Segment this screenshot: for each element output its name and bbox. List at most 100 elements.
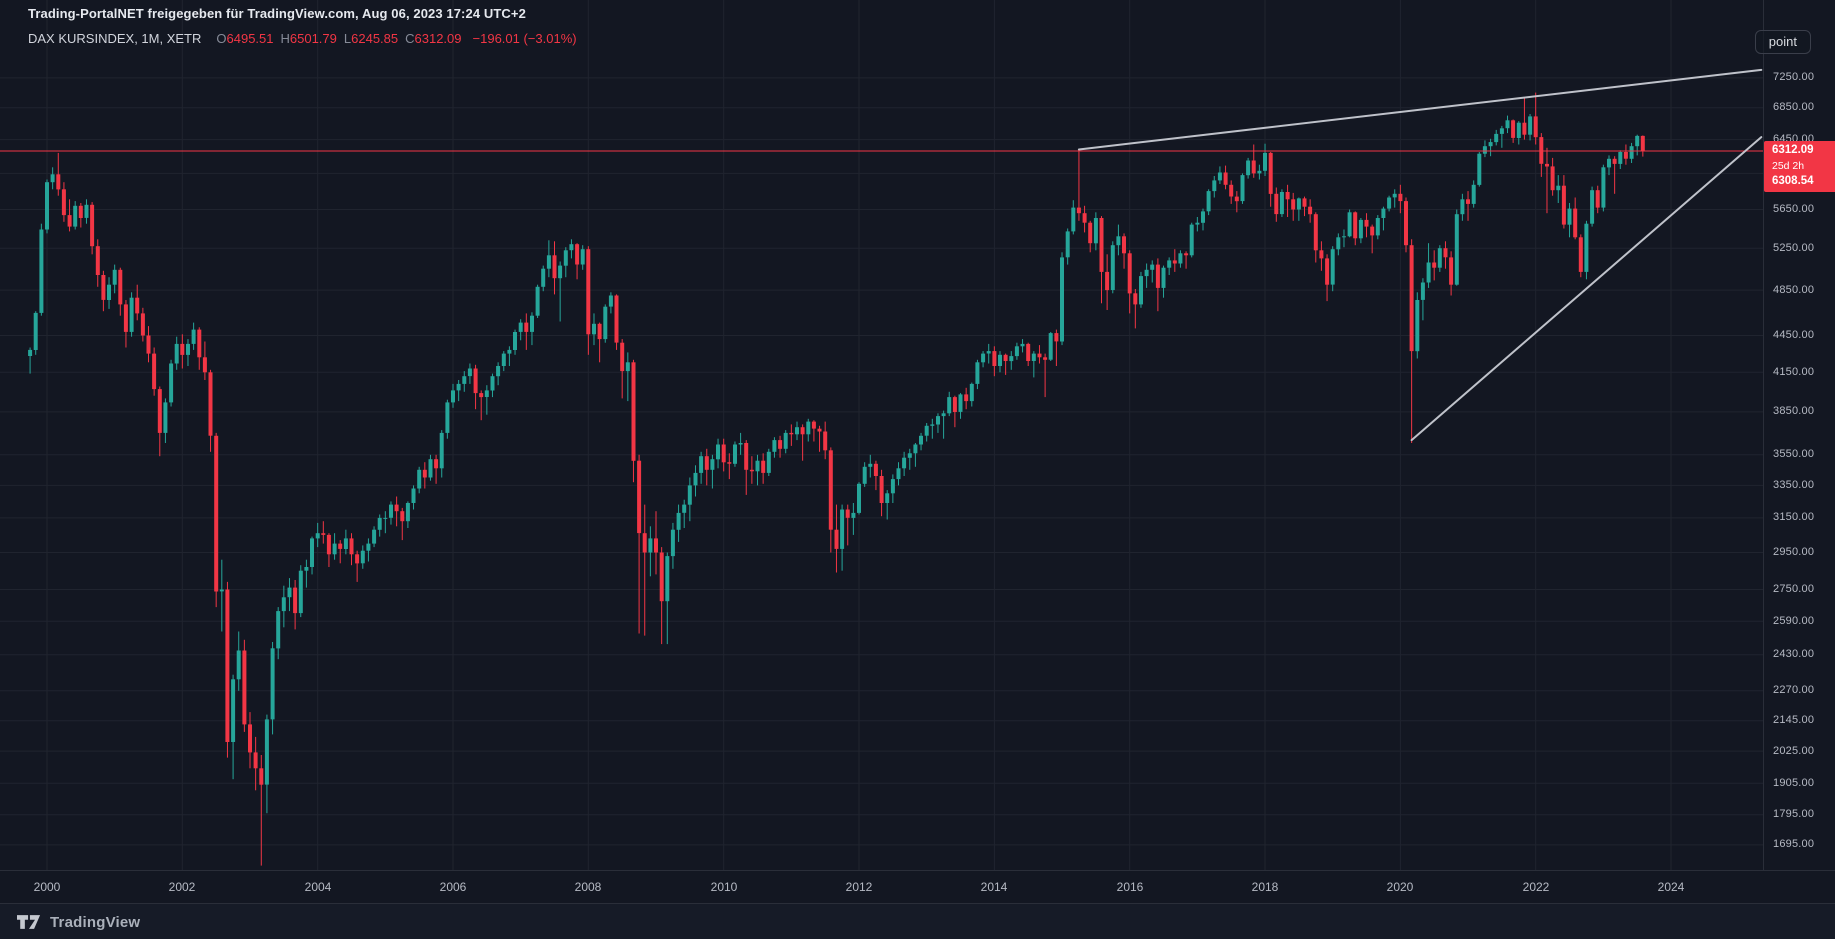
- candle-body: [1206, 191, 1211, 212]
- candle-body: [152, 353, 157, 390]
- candle-body: [637, 460, 642, 534]
- price-tick-label: 4150.00: [1773, 366, 1815, 378]
- candle-body: [755, 460, 760, 472]
- candle-body: [1358, 219, 1363, 239]
- trendline-upper-resistance[interactable]: [1077, 68, 1763, 151]
- candle-body: [394, 504, 399, 512]
- candle-body: [930, 424, 935, 426]
- candle-body: [484, 390, 489, 397]
- current-price-label: 6312.09: [1772, 144, 1814, 156]
- candle-body: [1477, 153, 1482, 185]
- candle-body: [140, 313, 145, 336]
- legend-high: H6501.79: [280, 31, 337, 46]
- candle-body: [840, 509, 845, 549]
- candle-body: [1026, 343, 1031, 361]
- candle-body: [772, 440, 777, 452]
- candle-body: [310, 538, 314, 567]
- legend-open: O6495.51: [216, 31, 274, 46]
- candle-body: [1246, 160, 1251, 176]
- candle-body: [1460, 199, 1465, 215]
- candle-body: [95, 246, 100, 275]
- candle-body: [608, 295, 613, 307]
- candle-body: [586, 249, 591, 335]
- tradingview-logo[interactable]: TradingView: [17, 914, 140, 931]
- candle-body: [873, 463, 878, 476]
- candle-body: [372, 529, 377, 544]
- candle-body: [112, 269, 117, 285]
- candle-body: [580, 249, 585, 265]
- candle-body: [981, 353, 986, 363]
- candle-body: [180, 343, 185, 355]
- trendline-lower-support[interactable]: [1410, 136, 1763, 442]
- candle-body: [73, 205, 78, 227]
- candle-body: [242, 650, 247, 725]
- candle-body: [1567, 208, 1572, 225]
- year-tick-label: 2012: [845, 880, 873, 894]
- candle-body: [800, 427, 805, 435]
- time-scale-axis[interactable]: 2000 2002 2004 2006 2008 2010 2012 2014 2016 2018…: [0, 870, 1835, 904]
- candle-body: [975, 362, 980, 384]
- candle-body: [659, 552, 664, 602]
- candle-body: [1449, 257, 1454, 285]
- unit-point-button[interactable]: point: [1754, 30, 1811, 54]
- candle-body: [851, 512, 856, 518]
- candle-body: [552, 255, 557, 279]
- candle-body: [389, 504, 393, 518]
- candle-body: [1003, 354, 1008, 361]
- candle-body: [857, 483, 861, 513]
- candle-body: [1110, 245, 1115, 290]
- price-tick-label: 2590.00: [1773, 615, 1815, 627]
- candle-body: [811, 421, 816, 429]
- candle-body: [360, 550, 365, 564]
- candle-body: [969, 383, 974, 402]
- candle-body: [1466, 199, 1470, 204]
- bar-countdown-label: 25d 2h: [1772, 159, 1805, 172]
- candle-body: [733, 444, 737, 464]
- candle-body: [1381, 208, 1386, 218]
- candle-body: [1387, 197, 1392, 209]
- candle-body: [1505, 120, 1510, 129]
- candle-body: [1291, 199, 1296, 210]
- candle-body: [817, 428, 822, 432]
- candle-body: [50, 174, 55, 183]
- candle-body: [1088, 222, 1093, 244]
- candle-body: [186, 343, 190, 355]
- candle-body: [1409, 245, 1414, 352]
- candle-body: [518, 322, 523, 332]
- candle-body: [530, 315, 534, 332]
- candle-body: [439, 432, 444, 469]
- candle-body: [964, 394, 969, 402]
- candle-body: [862, 466, 867, 484]
- candle-body: [84, 204, 89, 218]
- candle-body: [1065, 231, 1070, 258]
- candle-body: [1573, 208, 1578, 238]
- price-tick-label: 1905.00: [1773, 777, 1815, 789]
- candle-body: [1522, 122, 1527, 135]
- candle-body: [1060, 257, 1064, 342]
- candle-body: [941, 413, 946, 417]
- price-tick-label: 4850.00: [1773, 284, 1815, 296]
- candle-body: [1432, 262, 1437, 268]
- candle-body: [163, 402, 168, 433]
- candle-body: [507, 349, 512, 354]
- candle-body: [1607, 158, 1611, 168]
- candle-body: [490, 376, 495, 391]
- candle-body: [1150, 264, 1155, 270]
- candle-body: [1234, 196, 1239, 202]
- candle-body: [1229, 184, 1234, 197]
- candle-body: [896, 468, 901, 480]
- candle-body: [1076, 207, 1081, 214]
- candle-body: [1302, 198, 1307, 207]
- secondary-price-label: 6308.54: [1772, 175, 1814, 187]
- candle-body: [834, 529, 839, 549]
- price-scale-axis[interactable]: 7250.00 6850.00 6450.00 5650.00 5250.00 4850.…: [1763, 0, 1835, 870]
- candle-body: [1590, 190, 1595, 224]
- tradingview-brand-text: TradingView: [50, 913, 141, 931]
- candle-body: [1353, 212, 1358, 239]
- candle-body: [958, 394, 963, 412]
- legend-change: −196.01 (−3.01%): [472, 31, 577, 46]
- symbol-legend[interactable]: DAX KURSINDEX, 1M, XETR O6495.51 H6501.7…: [28, 31, 577, 46]
- candle-body: [924, 425, 929, 436]
- candle-body: [197, 329, 202, 358]
